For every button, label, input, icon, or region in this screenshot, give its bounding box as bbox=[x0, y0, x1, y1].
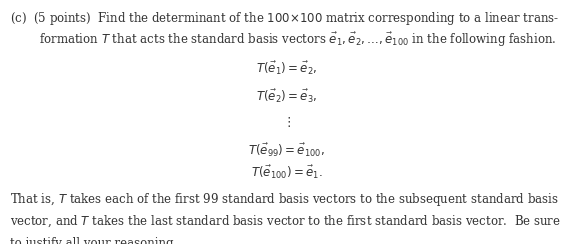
Text: $\vdots$: $\vdots$ bbox=[282, 115, 291, 129]
Text: $T(\vec{e}_2) = \vec{e}_3,$: $T(\vec{e}_2) = \vec{e}_3,$ bbox=[256, 88, 317, 105]
Text: to justify all your reasoning.: to justify all your reasoning. bbox=[10, 237, 178, 244]
Text: (c)  (5 points)  Find the determinant of the $100{\times}100$ matrix correspondi: (c) (5 points) Find the determinant of t… bbox=[10, 10, 559, 27]
Text: vector, and $T$ takes the last standard basis vector to the first standard basis: vector, and $T$ takes the last standard … bbox=[10, 214, 562, 229]
Text: $T(\vec{e}_{99}) = \vec{e}_{100},$: $T(\vec{e}_{99}) = \vec{e}_{100},$ bbox=[248, 142, 325, 159]
Text: $T(\vec{e}_{100}) = \vec{e}_1.$: $T(\vec{e}_{100}) = \vec{e}_1.$ bbox=[251, 163, 322, 181]
Text: formation $T$ that acts the standard basis vectors $\vec{e}_1, \vec{e}_2,\ldots,: formation $T$ that acts the standard bas… bbox=[39, 30, 556, 49]
Text: That is, $T$ takes each of the first 99 standard basis vectors to the subsequent: That is, $T$ takes each of the first 99 … bbox=[10, 191, 559, 208]
Text: $T(\vec{e}_1) = \vec{e}_2,$: $T(\vec{e}_1) = \vec{e}_2,$ bbox=[256, 60, 317, 77]
